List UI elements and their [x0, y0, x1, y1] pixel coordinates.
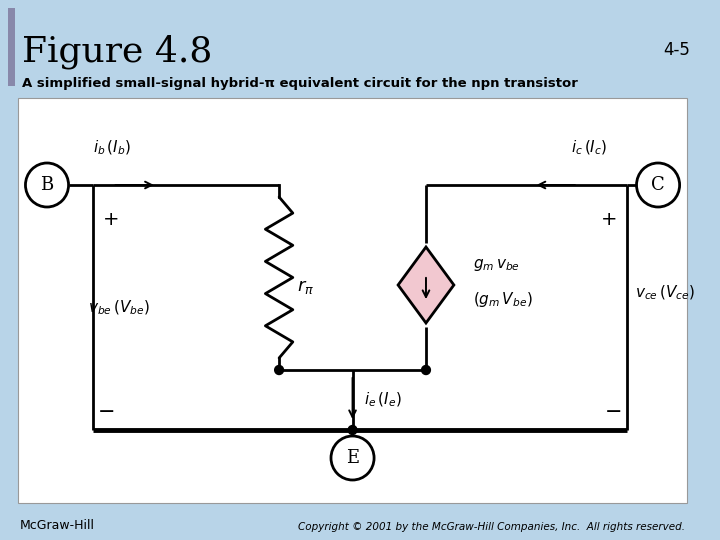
Text: −: − — [98, 402, 115, 422]
Circle shape — [275, 366, 284, 375]
Text: B: B — [40, 176, 53, 194]
Text: $i_e\,(I_e)$: $i_e\,(I_e)$ — [364, 391, 402, 409]
Text: McGraw-Hill: McGraw-Hill — [19, 519, 94, 532]
Text: +: + — [103, 210, 120, 229]
Circle shape — [331, 436, 374, 480]
Text: Copyright © 2001 by the McGraw-Hill Companies, Inc.  All rights reserved.: Copyright © 2001 by the McGraw-Hill Comp… — [299, 522, 685, 532]
Text: A simplified small-signal hybrid-π equivalent circuit for the npn transistor: A simplified small-signal hybrid-π equiv… — [22, 77, 577, 90]
Text: 4-5: 4-5 — [664, 41, 690, 59]
Text: +: + — [600, 210, 617, 229]
FancyBboxPatch shape — [8, 8, 14, 86]
Text: E: E — [346, 449, 359, 467]
Text: $v_{ce}\,(V_{ce})$: $v_{ce}\,(V_{ce})$ — [634, 284, 695, 302]
Text: $r_\pi$: $r_\pi$ — [297, 279, 314, 296]
Text: $(g_m\,V_{be})$: $(g_m\,V_{be})$ — [473, 290, 533, 309]
Text: C: C — [651, 176, 665, 194]
Text: Figure 4.8: Figure 4.8 — [22, 35, 212, 69]
Text: $v_{be}\,(V_{be})$: $v_{be}\,(V_{be})$ — [88, 298, 150, 316]
Circle shape — [348, 426, 357, 435]
Circle shape — [636, 163, 680, 207]
Text: $g_m\,v_{be}$: $g_m\,v_{be}$ — [473, 257, 520, 273]
Text: $i_c\,(I_c)$: $i_c\,(I_c)$ — [571, 139, 607, 157]
Text: $i_b\,(I_b)$: $i_b\,(I_b)$ — [93, 139, 131, 157]
Text: −: − — [604, 402, 622, 422]
Circle shape — [25, 163, 68, 207]
Circle shape — [422, 366, 431, 375]
FancyBboxPatch shape — [17, 98, 688, 503]
Polygon shape — [398, 247, 454, 323]
